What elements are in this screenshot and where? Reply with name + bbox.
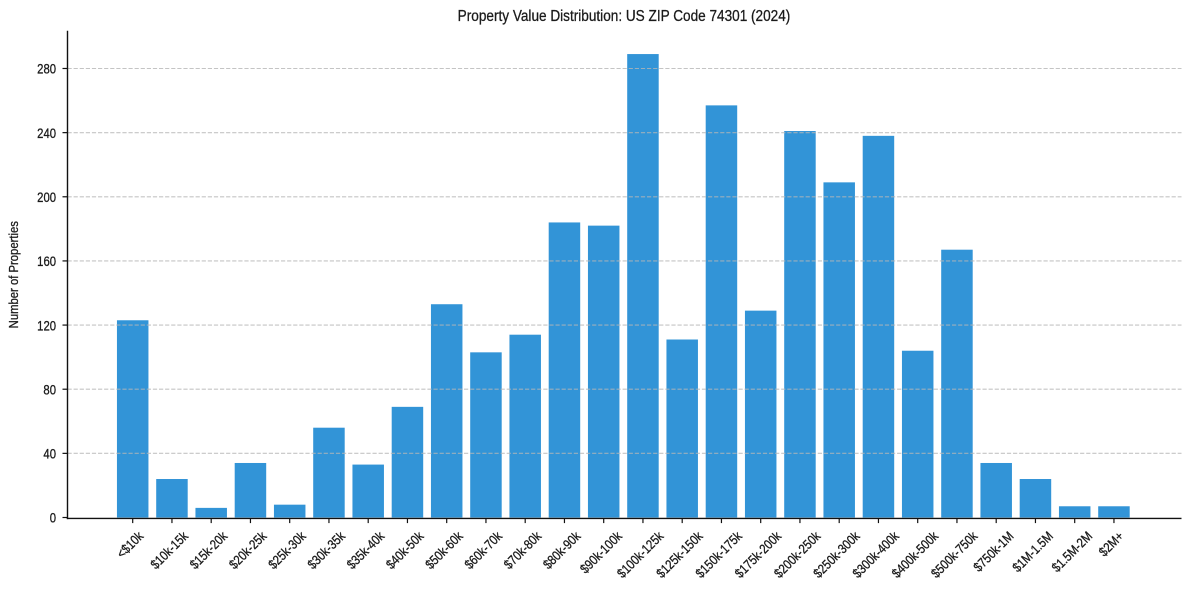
svg-text:Number of Properties: Number of Properties [6,221,21,328]
svg-text:0: 0 [50,511,56,526]
svg-text:Property Value Distribution: U: Property Value Distribution: US ZIP Code… [458,8,791,25]
svg-text:240: 240 [37,126,56,141]
svg-text:40: 40 [43,447,56,462]
svg-text:280: 280 [37,62,56,77]
svg-text:120: 120 [37,318,56,333]
svg-text:200: 200 [37,190,56,205]
svg-text:80: 80 [43,382,56,397]
svg-text:160: 160 [37,254,56,269]
